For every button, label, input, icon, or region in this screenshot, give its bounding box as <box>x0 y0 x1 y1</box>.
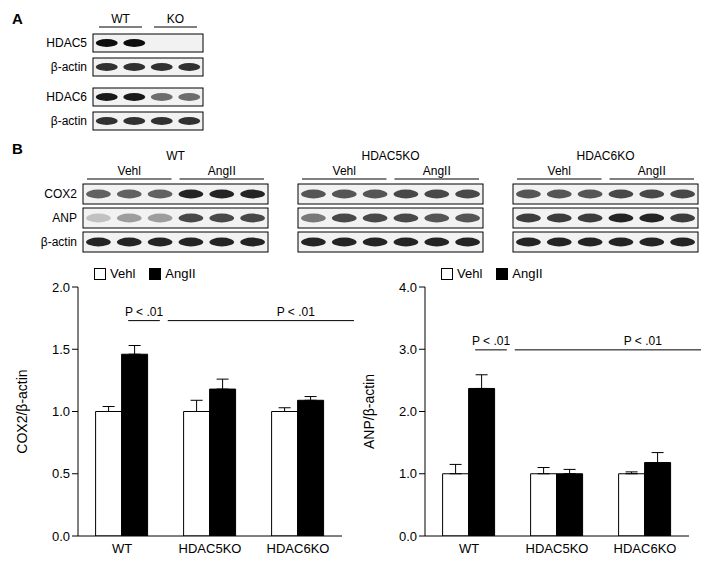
svg-text:HDAC6: HDAC6 <box>46 90 87 104</box>
svg-text:P < .01: P < .01 <box>277 305 315 319</box>
svg-text:WT: WT <box>111 12 130 26</box>
svg-text:HDAC5KO: HDAC5KO <box>526 541 589 556</box>
svg-text:Vehl: Vehl <box>333 164 356 178</box>
svg-text:1.0: 1.0 <box>399 466 417 481</box>
html-text:Vehl: Vehl <box>457 266 483 281</box>
svg-text:AngII: AngII <box>638 164 666 178</box>
svg-text:WT: WT <box>166 149 185 163</box>
svg-text:A: A <box>12 10 23 27</box>
svg-text:3.0: 3.0 <box>399 342 417 357</box>
svg-text:COX2/β-actin: COX2/β-actin <box>14 369 30 453</box>
svg-text:1.5: 1.5 <box>52 342 70 357</box>
svg-text:HDAC6KO: HDAC6KO <box>614 541 677 556</box>
svg-text:WT: WT <box>459 541 479 556</box>
svg-text:HDAC6KO: HDAC6KO <box>576 149 634 163</box>
svg-text:KO: KO <box>167 12 184 26</box>
svg-text:Vehl: Vehl <box>548 164 571 178</box>
svg-text:1.0: 1.0 <box>52 404 70 419</box>
svg-text:AngII: AngII <box>208 164 236 178</box>
svg-text:P < .01: P < .01 <box>624 334 662 348</box>
svg-text:P < .01: P < .01 <box>125 305 163 319</box>
svg-text:HDAC5: HDAC5 <box>46 36 87 50</box>
svg-text:B: B <box>12 140 23 157</box>
svg-text:HDAC5KO: HDAC5KO <box>361 149 419 163</box>
html-text:Vehl: Vehl <box>110 266 136 281</box>
svg-text:P < .01: P < .01 <box>472 334 510 348</box>
svg-text:4.0: 4.0 <box>399 280 417 295</box>
svg-text:β-actin: β-actin <box>51 114 87 128</box>
svg-text:HDAC6KO: HDAC6KO <box>267 541 330 556</box>
svg-text:2.0: 2.0 <box>399 404 417 419</box>
html-text:AngII: AngII <box>165 266 196 281</box>
svg-text:HDAC5KO: HDAC5KO <box>179 541 242 556</box>
html-text:AngII: AngII <box>512 266 543 281</box>
svg-text:β-actin: β-actin <box>41 235 77 249</box>
svg-text:WT: WT <box>112 541 132 556</box>
svg-text:0.5: 0.5 <box>52 466 70 481</box>
svg-text:β-actin: β-actin <box>51 60 87 74</box>
svg-text:0.0: 0.0 <box>399 529 417 544</box>
svg-text:AngII: AngII <box>423 164 451 178</box>
svg-text:ANP/β-actin: ANP/β-actin <box>361 374 377 449</box>
svg-text:COX2: COX2 <box>44 187 77 201</box>
svg-text:2.0: 2.0 <box>52 280 70 295</box>
svg-text:Vehl: Vehl <box>118 164 141 178</box>
svg-text:0.0: 0.0 <box>52 529 70 544</box>
svg-text:ANP: ANP <box>52 211 77 225</box>
